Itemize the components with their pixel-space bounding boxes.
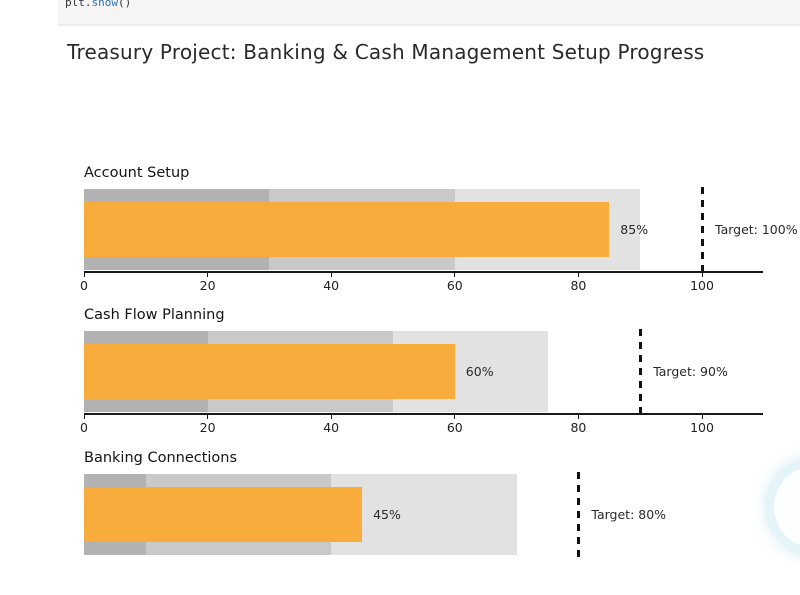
x-axis-tick [83,414,85,419]
x-axis-tick [454,272,456,277]
x-axis-tick [207,272,209,277]
bullet-chart-banking-connections: Banking Connections 45% Target: 80% [0,450,800,595]
x-axis-tick-label: 100 [690,420,714,435]
x-axis-line [84,413,763,415]
value-bar [84,344,455,399]
target-label: Target: 80% [591,507,667,522]
value-label: 45% [373,507,401,522]
target-line [700,187,704,272]
page-title: Treasury Project: Banking & Cash Managem… [67,40,705,64]
x-axis-tick-label: 40 [323,278,340,293]
x-axis-tick-label: 80 [570,420,587,435]
code-token-plain: () [118,0,132,9]
chart-title: Cash Flow Planning [84,307,225,323]
x-axis-tick-label: 60 [446,278,463,293]
x-axis-tick [701,272,703,277]
x-axis-tick [83,272,85,277]
x-axis-tick-label: 40 [323,420,340,435]
x-axis-tick-label: 0 [80,420,88,435]
x-axis-tick-label: 20 [199,420,216,435]
chart-title: Account Setup [84,165,190,181]
value-label: 60% [465,364,494,379]
target-line [576,472,580,557]
target-label: Target: 100% [715,222,798,237]
x-axis-tick [330,272,332,277]
bullet-chart-account-setup: Account Setup 85% Target: 100% 0 20 40 60 80 100 [0,165,800,310]
x-axis-tick [330,414,332,419]
code-line[interactable]: plt.show() [65,0,131,10]
x-axis-tick [577,414,579,419]
x-axis-tick [207,414,209,419]
x-axis-tick-label: 80 [570,278,587,293]
bullet-chart-cash-flow-planning: Cash Flow Planning 60% Target: 90% 0 20 40 60 8… [0,307,800,452]
x-axis-tick-label: 60 [446,420,463,435]
x-axis-tick [577,272,579,277]
code-cell[interactable]: plt.show() [58,0,800,26]
code-token-function: show [91,0,119,9]
code-token-plain: plt. [65,0,92,9]
x-axis-tick [454,414,456,419]
x-axis-tick-label: 20 [199,278,216,293]
x-axis-line [84,271,763,273]
target-line [638,329,642,414]
value-label: 85% [620,222,649,237]
x-axis-tick-label: 0 [80,278,88,293]
chart-title: Banking Connections [84,450,238,466]
target-label: Target: 90% [653,364,728,379]
x-axis-tick-label: 100 [690,278,714,293]
x-axis-tick [701,414,703,419]
value-bar [84,487,363,542]
value-bar [84,202,610,257]
